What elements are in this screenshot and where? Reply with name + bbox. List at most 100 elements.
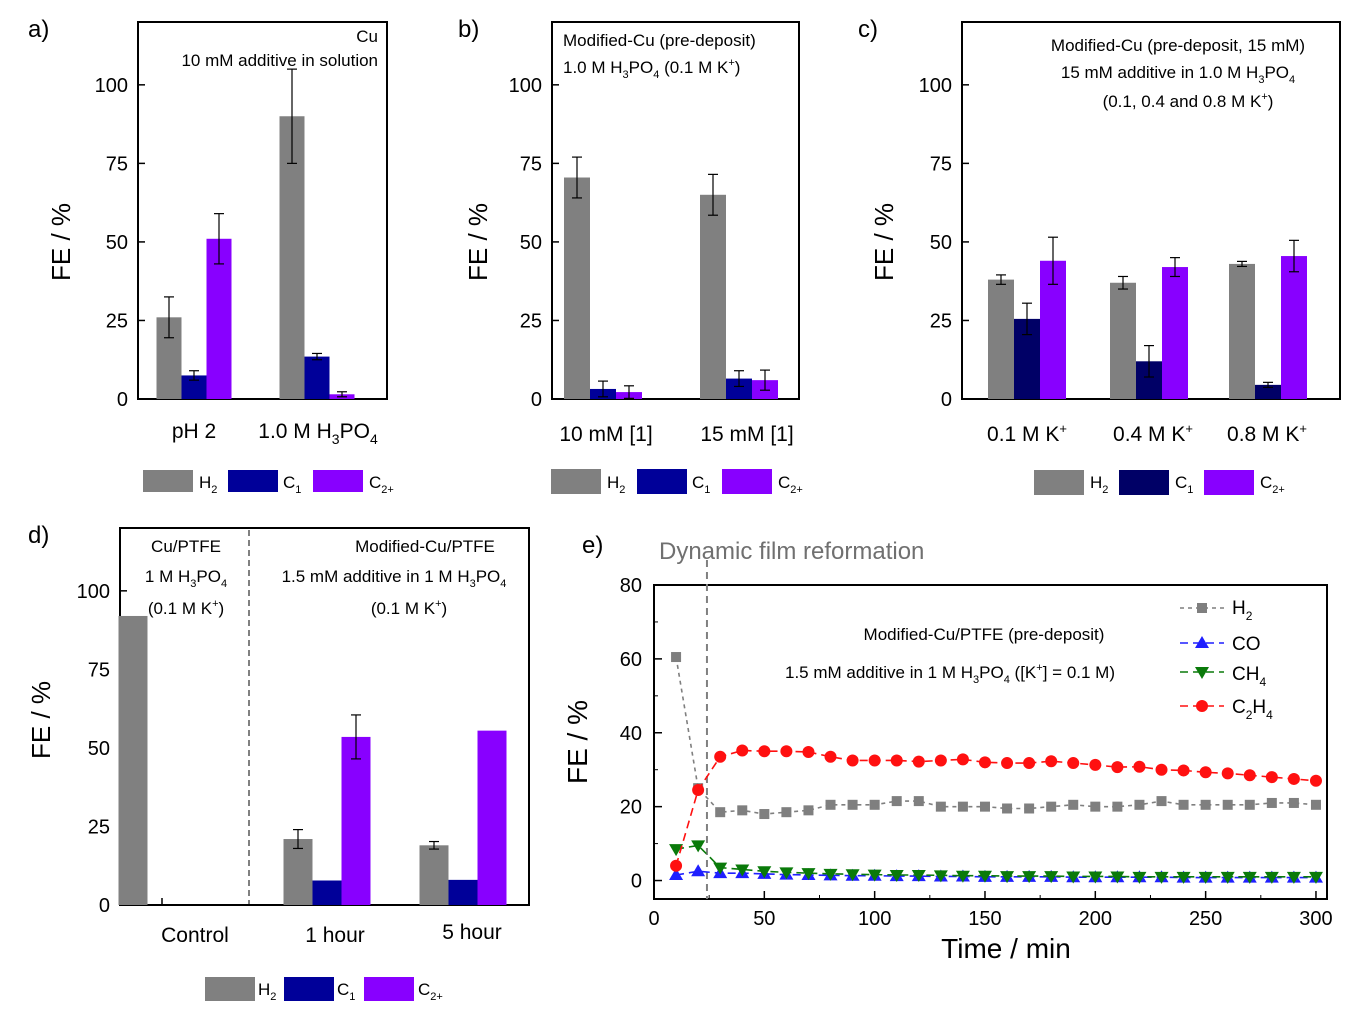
legend-swatch-c2 xyxy=(722,469,772,494)
panel-b-bar-h2 xyxy=(700,195,726,399)
panel-d-ytick-label: 0 xyxy=(99,895,110,917)
panel-a: a) Cu 10 mM additive in solution FE / % … xyxy=(28,16,394,496)
panel-e-point-c2h4 xyxy=(1200,766,1212,778)
panel-e-point-h2 xyxy=(1090,802,1100,812)
panel-e-point-h2 xyxy=(737,805,747,815)
panel-e-point-c2h4 xyxy=(1288,773,1300,785)
panel-a-ytick-label: 50 xyxy=(106,232,128,254)
panel-a-label: a) xyxy=(28,16,49,43)
panel-e-point-h2 xyxy=(803,805,813,815)
panel-e-xlabel: Time / min xyxy=(941,933,1071,964)
legend-swatch-h2 xyxy=(551,469,601,494)
panel-e-annotation-line2: 1.5 mM additive in 1 M H3PO4 ([K+] = 0.1… xyxy=(785,662,1115,686)
panel-d-bar-c2plus xyxy=(342,737,371,905)
legend-label-c2: C2+ xyxy=(418,980,443,1003)
panel-a-ytick-label: 0 xyxy=(117,389,128,411)
panel-c: c) Modified-Cu (pre-deposit, 15 mM) 15 m… xyxy=(858,16,1340,496)
panel-e-xtick-label: 0 xyxy=(648,908,659,930)
panel-c-ytick-label: 25 xyxy=(930,310,952,332)
panel-d-annotation-left-line2: 1 M H3PO4 xyxy=(145,567,227,590)
panel-e-point-h2 xyxy=(1289,798,1299,808)
panel-c-xtick-label: 0.4 M K+ xyxy=(1113,421,1193,446)
panel-d-annotation-right-line3: (0.1 M K+) xyxy=(371,598,447,618)
legend-label-h2: H2 xyxy=(258,980,276,1003)
legend-label-h2: H2 xyxy=(1090,473,1108,496)
panel-b-label: b) xyxy=(458,16,479,43)
panel-e-point-h2 xyxy=(914,796,924,806)
panel-a-bar-c1 xyxy=(305,357,330,399)
figure-canvas: a) Cu 10 mM additive in solution FE / % … xyxy=(0,0,1364,1014)
panel-d-ylabel: FE / % xyxy=(26,681,56,759)
panel-e-point-h2 xyxy=(1267,798,1277,808)
panel-e-point-h2 xyxy=(1112,802,1122,812)
panel-d-ytick-label: 25 xyxy=(88,816,110,838)
panel-e-ytick-label: 40 xyxy=(620,723,642,745)
legend-label-c1: C1 xyxy=(337,980,355,1003)
panel-e-point-c2h4 xyxy=(1156,764,1168,776)
panel-c-ytick-label: 100 xyxy=(919,75,952,97)
panel-e-point-h2 xyxy=(759,809,769,819)
legend-label-ch4: CH4 xyxy=(1232,664,1266,689)
panel-a-xtick-label: 1.0 M H3PO4 xyxy=(258,420,378,447)
panel-e-point-c2h4 xyxy=(1067,757,1079,769)
panel-b-xtick-label: 10 mM [1] xyxy=(559,423,652,446)
panel-e-point-h2 xyxy=(715,807,725,817)
panel-e-point-c2h4 xyxy=(670,860,682,872)
panel-a-annotation-line2: 10 mM additive in solution xyxy=(181,51,378,70)
panel-c-label: c) xyxy=(858,16,878,43)
panel-e-point-h2 xyxy=(1002,803,1012,813)
panel-e-point-h2 xyxy=(1134,800,1144,810)
panel-e-point-c2h4 xyxy=(780,745,792,757)
panel-e-point-h2 xyxy=(1223,800,1233,810)
panel-b-xtick-label: 15 mM [1] xyxy=(700,423,793,446)
legend-marker-h2 xyxy=(1197,603,1207,613)
panel-e-point-c2h4 xyxy=(802,746,814,758)
panel-d-bar-h2 xyxy=(119,616,148,905)
panel-e-point-c2h4 xyxy=(913,756,925,768)
legend-marker-c2h4 xyxy=(1196,700,1208,712)
legend-label-c2: C2+ xyxy=(778,473,803,496)
legend-swatch-c2 xyxy=(364,977,414,1001)
legend-marker-ch4 xyxy=(1195,667,1209,679)
panel-e-point-h2 xyxy=(1068,800,1078,810)
panel-d-bar-c2plus xyxy=(478,731,507,905)
panel-c-xtick-label: 0.8 M K+ xyxy=(1227,421,1307,446)
panel-e-point-h2 xyxy=(870,800,880,810)
panel-e-title: Dynamic film reformation xyxy=(659,538,924,565)
panel-a-ytick-label: 25 xyxy=(106,310,128,332)
panel-e-point-c2h4 xyxy=(1089,759,1101,771)
panel-e-ytick-label: 20 xyxy=(620,797,642,819)
panel-d-ytick-label: 100 xyxy=(77,581,110,603)
panel-e-point-h2 xyxy=(1245,800,1255,810)
panel-c-ytick-label: 50 xyxy=(930,232,952,254)
legend-swatch-c1 xyxy=(1119,470,1169,495)
panel-b-ytick-label: 50 xyxy=(520,232,542,254)
legend-label-h2: H2 xyxy=(199,473,217,496)
legend-swatch-c1 xyxy=(284,977,334,1001)
panel-b: b) Modified-Cu (pre-deposit) 1.0 M H3PO4… xyxy=(458,16,803,496)
panel-b-ytick-label: 100 xyxy=(509,75,542,97)
panel-e-xtick-label: 250 xyxy=(1189,908,1222,930)
panel-e-point-h2 xyxy=(1046,802,1056,812)
panel-e-ytick-label: 80 xyxy=(620,575,642,597)
legend-label-c1: C1 xyxy=(1175,473,1193,496)
panel-e-xtick-label: 50 xyxy=(753,908,775,930)
panel-c-annotation-line3: (0.1, 0.4 and 0.8 M K+) xyxy=(1103,91,1274,111)
panel-a-ylabel: FE / % xyxy=(46,203,76,281)
panel-d-ytick-label: 75 xyxy=(88,659,110,681)
panel-a-xtick-label: pH 2 xyxy=(172,420,216,443)
legend-label-c1: C1 xyxy=(692,473,710,496)
panel-e-point-h2 xyxy=(980,802,990,812)
panel-e-ytick-label: 0 xyxy=(631,871,642,893)
panel-e-ylabel: FE / % xyxy=(562,700,593,784)
panel-d-annotation-right-line2: 1.5 mM additive in 1 M H3PO4 xyxy=(282,567,507,590)
panel-e-point-c2h4 xyxy=(714,751,726,763)
panel-b-ytick-label: 25 xyxy=(520,310,542,332)
panel-e-point-h2 xyxy=(1201,800,1211,810)
legend-label-c2: C2+ xyxy=(1260,473,1285,496)
panel-e-point-c2h4 xyxy=(891,754,903,766)
panel-e-point-h2 xyxy=(1024,803,1034,813)
panel-e-point-c2h4 xyxy=(1111,761,1123,773)
panel-e-point-h2 xyxy=(892,796,902,806)
panel-d-label: d) xyxy=(28,522,49,549)
